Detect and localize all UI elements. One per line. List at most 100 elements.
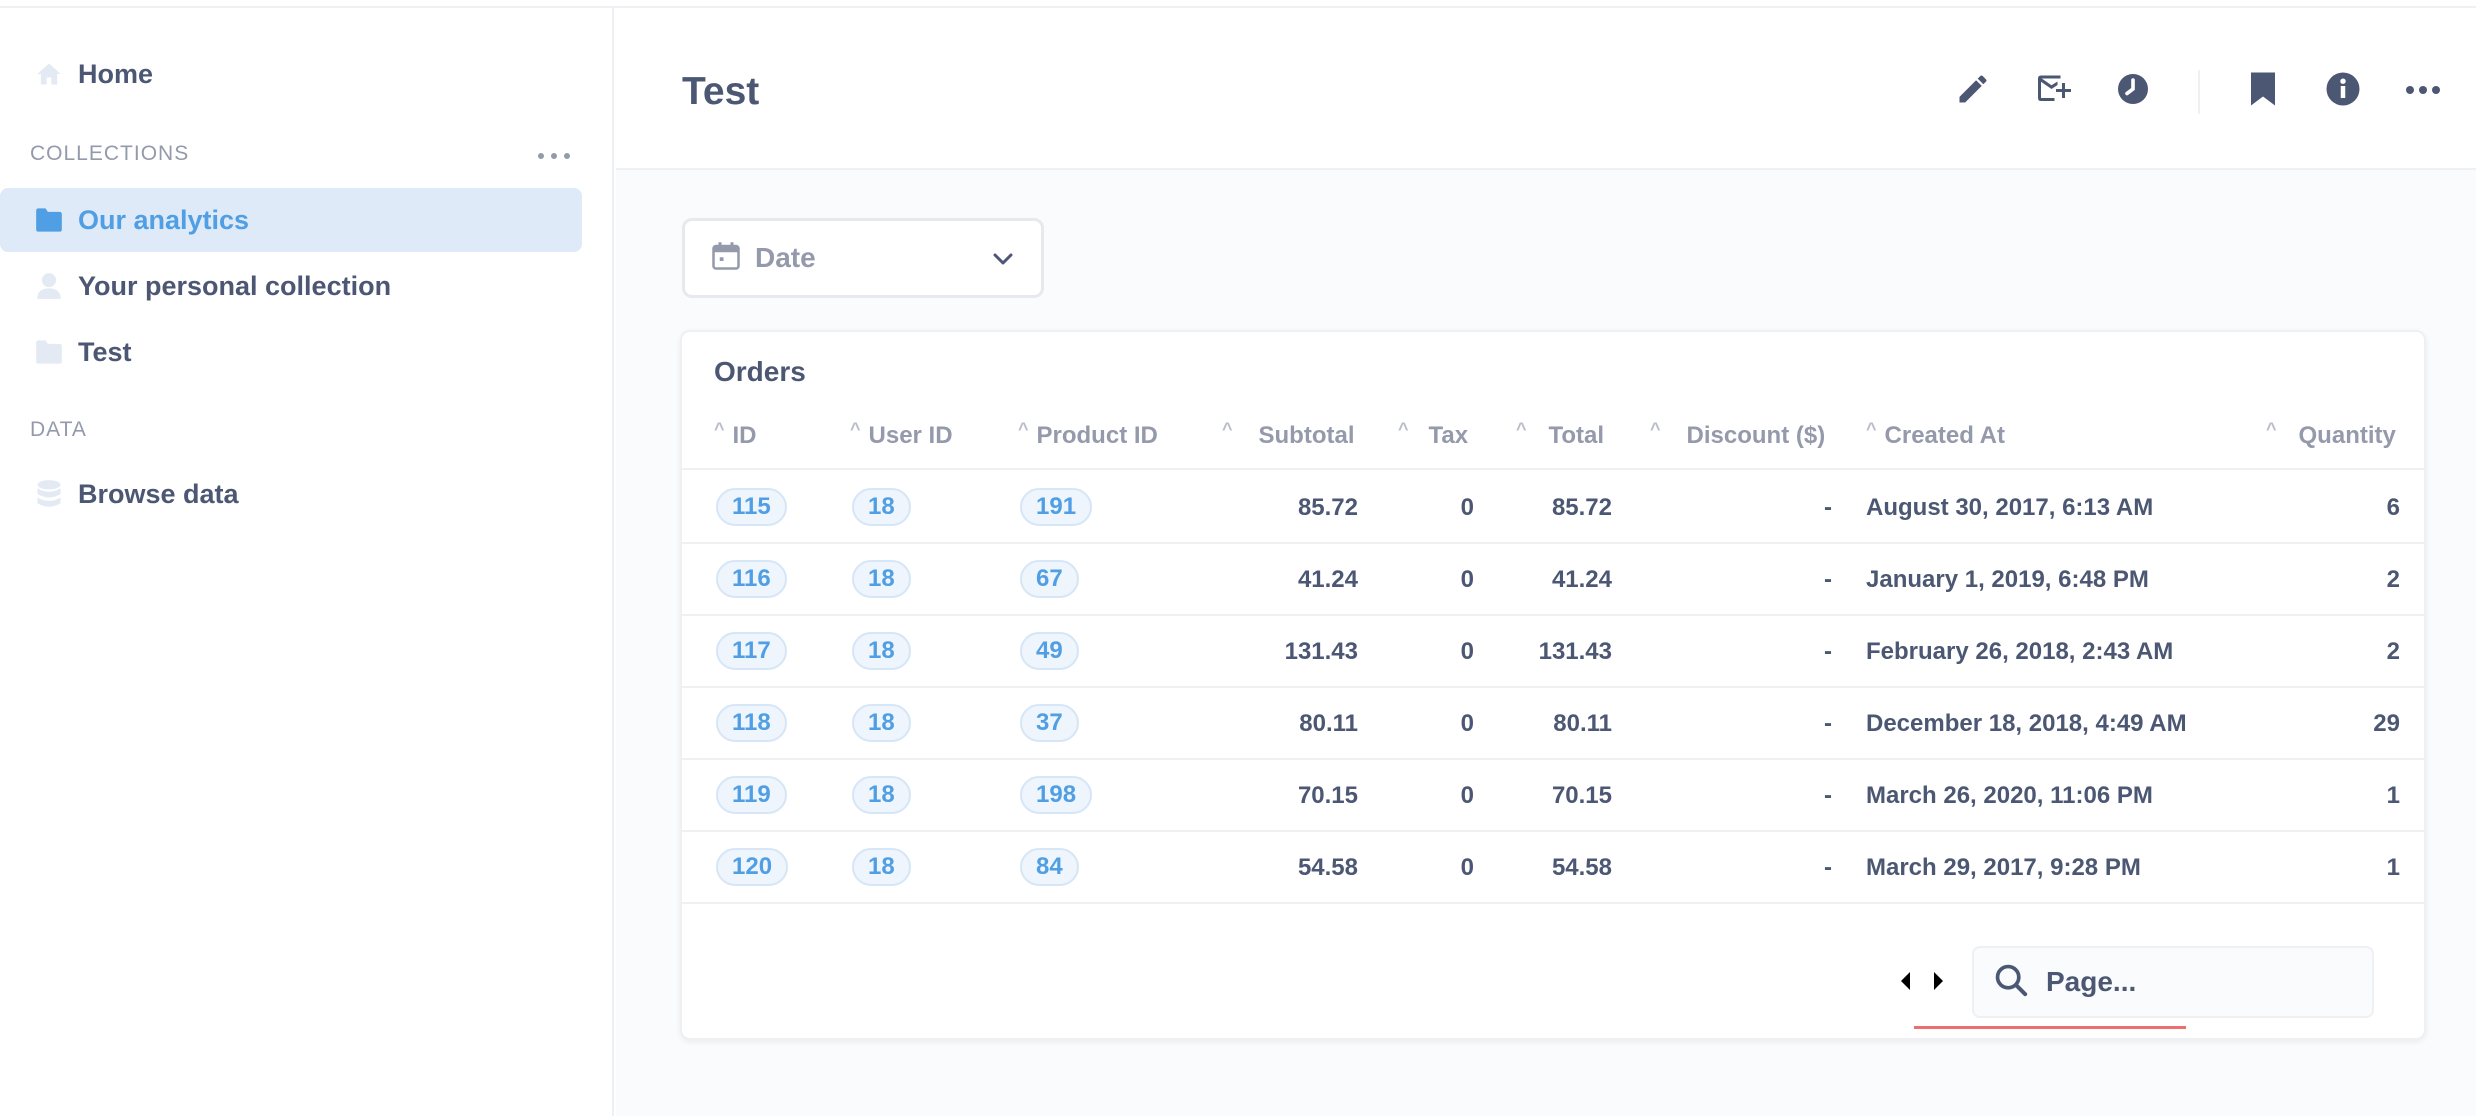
sidebar: Home COLLECTIONS Our analytics Your pers… xyxy=(0,8,614,1116)
sidebar-item-label: Our analytics xyxy=(78,204,250,235)
user-id-pill[interactable]: 18 xyxy=(852,848,911,886)
sort-icon: ^ xyxy=(2266,419,2277,439)
folder-icon xyxy=(34,205,64,235)
arrow-right-icon[interactable] xyxy=(1932,970,1946,997)
user-id-pill[interactable]: 18 xyxy=(852,776,911,814)
product-id-pill[interactable]: 84 xyxy=(1020,848,1079,886)
pager-underline xyxy=(1914,1026,2186,1029)
sidebar-item-test[interactable]: Test xyxy=(0,320,582,384)
total-cell: 54.58 xyxy=(1551,854,1612,881)
tax-cell: 0 xyxy=(1460,494,1474,521)
subtotal-cell: 54.58 xyxy=(1297,854,1358,881)
card-title: Orders xyxy=(714,356,806,387)
user-id-pill[interactable]: 18 xyxy=(852,704,911,742)
product-id-pill[interactable]: 198 xyxy=(1020,776,1093,814)
sidebar-item-label: Test xyxy=(78,336,132,367)
user-id-pill[interactable]: 18 xyxy=(852,632,911,670)
quantity-cell: 1 xyxy=(2386,782,2400,809)
column-header-subtotal[interactable]: ^ Subtotal xyxy=(1222,419,1355,449)
column-header-created-at[interactable]: ^ Created At xyxy=(1866,419,2005,449)
quantity-cell: 2 xyxy=(2386,566,2400,593)
total-cell: 70.15 xyxy=(1551,782,1612,809)
data-heading: DATA xyxy=(30,418,87,441)
chevron-down-icon xyxy=(991,247,1015,276)
total-cell: 80.11 xyxy=(1553,710,1612,737)
sidebar-item-label: Home xyxy=(78,58,154,89)
quantity-cell: 6 xyxy=(2386,494,2400,521)
row-divider xyxy=(682,686,2424,688)
id-pill[interactable]: 119 xyxy=(716,776,787,814)
column-header-discount[interactable]: ^ Discount ($) xyxy=(1650,419,1826,449)
id-pill[interactable]: 118 xyxy=(716,704,787,742)
discount-cell: - xyxy=(1824,638,1832,665)
column-header-total[interactable]: ^ Total xyxy=(1516,419,1605,449)
page-search[interactable] xyxy=(1972,946,2374,1018)
sidebar-item-browse-data[interactable]: Browse data xyxy=(0,462,582,526)
sidebar-item-label: Browse data xyxy=(78,478,239,509)
tax-cell: 0 xyxy=(1460,566,1474,593)
date-filter[interactable]: Date xyxy=(682,218,1044,298)
pencil-icon xyxy=(1955,71,1991,112)
discount-cell: - xyxy=(1824,494,1832,521)
subtotal-cell: 41.24 xyxy=(1297,566,1358,593)
product-id-pill[interactable]: 37 xyxy=(1020,704,1079,742)
folder-icon xyxy=(34,337,64,367)
info-icon xyxy=(2325,71,2361,112)
person-icon xyxy=(34,271,64,301)
arrow-left-icon[interactable] xyxy=(1898,970,1912,997)
more-button[interactable] xyxy=(2398,66,2448,116)
edit-button[interactable] xyxy=(1948,66,1998,116)
user-id-pill[interactable]: 18 xyxy=(852,488,911,526)
created-at-cell: February 26, 2018, 2:43 AM xyxy=(1866,638,2174,665)
subtotal-cell: 70.15 xyxy=(1297,782,1358,809)
header-divider xyxy=(2198,70,2200,114)
sort-icon: ^ xyxy=(1516,419,1527,439)
id-pill[interactable]: 116 xyxy=(716,560,787,598)
product-id-pill[interactable]: 49 xyxy=(1020,632,1079,670)
column-header-product-id[interactable]: ^ Product ID xyxy=(1018,419,1158,449)
sidebar-item-label: Your personal collection xyxy=(78,270,392,301)
id-pill[interactable]: 117 xyxy=(716,632,787,670)
sort-icon: ^ xyxy=(1398,419,1409,439)
subtotal-cell: 85.72 xyxy=(1297,494,1358,521)
history-button[interactable] xyxy=(2108,66,2158,116)
product-id-pill[interactable]: 67 xyxy=(1020,560,1079,598)
database-icon xyxy=(34,479,64,509)
subscriptions-button[interactable] xyxy=(2028,66,2078,116)
page-title: Test xyxy=(682,70,760,113)
user-id-pill[interactable]: 18 xyxy=(852,560,911,598)
total-cell: 85.72 xyxy=(1551,494,1612,521)
created-at-cell: August 30, 2017, 6:13 AM xyxy=(1866,494,2154,521)
row-divider xyxy=(682,830,2424,832)
collections-more-icon[interactable] xyxy=(538,146,570,166)
created-at-cell: March 26, 2020, 11:06 PM xyxy=(1866,782,2153,809)
created-at-cell: January 1, 2019, 6:48 PM xyxy=(1866,566,2149,593)
sidebar-item-our-analytics[interactable]: Our analytics xyxy=(0,188,582,252)
column-header-id[interactable]: ^ ID xyxy=(714,419,757,449)
id-pill[interactable]: 115 xyxy=(716,488,787,526)
bookmark-button[interactable] xyxy=(2238,66,2288,116)
row-divider xyxy=(682,614,2424,616)
header-divider xyxy=(682,468,2424,470)
tax-cell: 0 xyxy=(1460,638,1474,665)
id-pill[interactable]: 120 xyxy=(716,848,789,886)
product-id-pill[interactable]: 191 xyxy=(1020,488,1093,526)
column-header-tax[interactable]: ^ Tax xyxy=(1398,419,1469,449)
tax-cell: 0 xyxy=(1460,854,1474,881)
info-button[interactable] xyxy=(2318,66,2368,116)
sidebar-item-home[interactable]: Home xyxy=(0,42,582,106)
row-divider xyxy=(682,542,2424,544)
sort-icon: ^ xyxy=(1222,419,1233,439)
subscription-icon xyxy=(2035,71,2071,112)
sort-icon: ^ xyxy=(1866,419,1877,439)
tax-cell: 0 xyxy=(1460,710,1474,737)
row-divider xyxy=(682,758,2424,760)
sidebar-item-personal-collection[interactable]: Your personal collection xyxy=(0,254,582,318)
page-search-input[interactable] xyxy=(2046,966,2346,998)
row-divider xyxy=(682,902,2424,904)
discount-cell: - xyxy=(1824,710,1832,737)
column-header-quantity[interactable]: ^ Quantity xyxy=(2266,419,2396,449)
subtotal-cell: 80.11 xyxy=(1299,710,1358,737)
column-header-user-id[interactable]: ^ User ID xyxy=(850,419,953,449)
bookmark-icon xyxy=(2248,71,2278,112)
